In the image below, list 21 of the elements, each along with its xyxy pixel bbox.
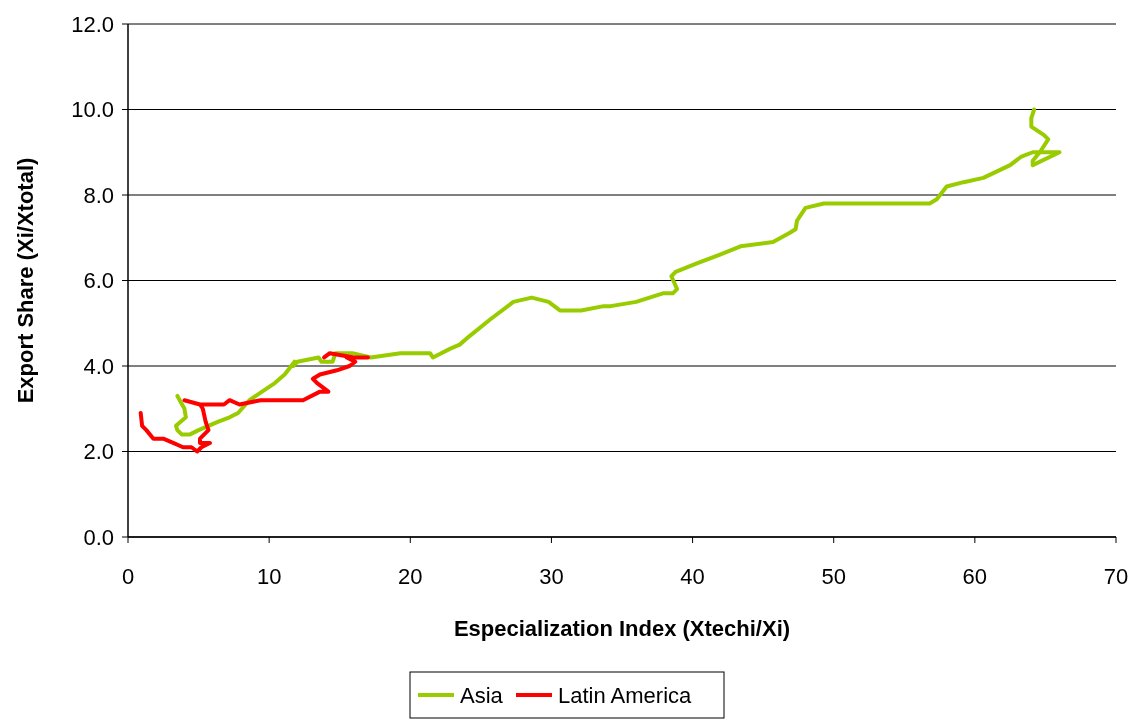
y-tick-label: 8.0 (83, 182, 114, 208)
x-tick-label: 40 (680, 564, 705, 589)
line-series (138, 351, 370, 454)
x-tick-label: 30 (539, 564, 564, 589)
x-tick-label: 10 (256, 564, 282, 589)
legend-label: Latin America (558, 682, 693, 708)
x-tick-label: 50 (821, 564, 846, 589)
x-axis-title: Especialization Index (Xtechi/Xi) (453, 616, 791, 641)
y-tick-label: 6.0 (83, 268, 114, 294)
y-tick-label: 4.0 (83, 353, 114, 379)
y-axis-title: Export Share (Xi/Xtotal) (13, 157, 38, 404)
y-tick-label: 12.0 (71, 11, 114, 37)
y-tick-label: 2.0 (83, 439, 114, 465)
x-tick-label: 0 (121, 564, 135, 589)
line-series (173, 107, 1062, 437)
y-tick-label: 0.0 (83, 524, 114, 550)
legend-label: Asia (460, 682, 504, 708)
y-tick-label: 10.0 (71, 97, 114, 123)
x-tick-label: 70 (1103, 564, 1129, 589)
x-tick-label: 20 (398, 564, 423, 589)
x-tick-label: 60 (962, 564, 988, 589)
